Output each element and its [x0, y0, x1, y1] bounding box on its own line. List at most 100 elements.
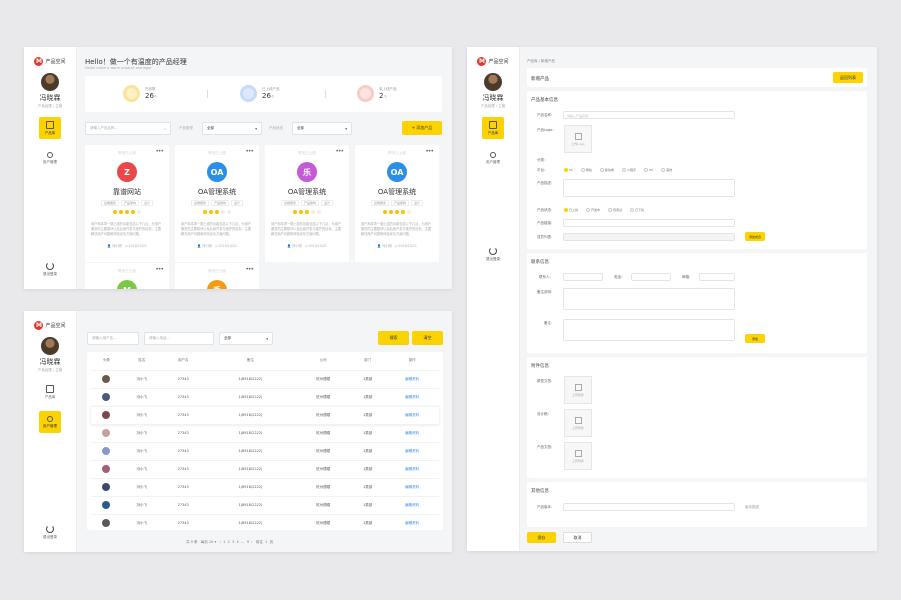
product-card[interactable]: ••• 昨天已上线 OA OA管理系统 后端服务 产品架构 设计 用户和本项一期上线的… — [175, 145, 259, 262]
table-row[interactable]: 冯小飞 27343 1(8918/2222) 杭州德帽 1类部 编辑资料 — [91, 441, 439, 460]
table-row[interactable]: 冯小飞 27343 1(8918/2222) 杭州德帽 1类部 编辑资料 — [91, 477, 439, 496]
add-contact-button[interactable]: 添加 — [745, 334, 765, 343]
more-icon[interactable]: ••• — [425, 148, 434, 155]
nav-products-label: 产品库 — [44, 394, 56, 399]
edit-link[interactable]: 编辑资料 — [405, 502, 420, 507]
cell-action: 编辑资料 — [385, 441, 439, 460]
user-search-input[interactable]: 请输入用户名... — [87, 332, 139, 345]
contact-person-input[interactable] — [563, 273, 603, 281]
product-card[interactable]: ••• 昨天已上线 乐 OA管理系统 后端服务 产品架构 设计 用户和本项一期上线的功… — [265, 145, 349, 262]
platform-option[interactable]: 移动端 — [599, 168, 614, 172]
status-option[interactable]: 已下线 — [630, 208, 644, 212]
note-textarea[interactable] — [563, 319, 735, 341]
more-icon[interactable]: ••• — [245, 266, 254, 273]
logout-button[interactable]: 退出登录 — [24, 525, 76, 540]
phone-search-input[interactable]: 请输入电话... — [144, 332, 214, 345]
nav-products[interactable]: 产品库 — [482, 117, 504, 139]
more-icon[interactable]: ••• — [335, 148, 344, 155]
product-name-input[interactable]: 请输入产品名称 — [563, 111, 735, 119]
tag: 产品架构 — [210, 200, 229, 206]
status-option[interactable]: 待测试 — [608, 208, 622, 212]
edit-link[interactable]: 编辑资料 — [405, 520, 420, 525]
platform-radio-group[interactable]: PC 网站 移动端 小程序 H5 其他 — [564, 168, 672, 172]
table-row[interactable]: 冯小飞 27343 1(8918/2222) 杭州德帽 1类部 编辑资料 — [91, 423, 439, 442]
edit-link[interactable]: 编辑资料 — [405, 466, 420, 471]
product-search-input[interactable]: 请输入产品名称... ⌕ — [85, 122, 171, 135]
doc-upload[interactable]: 上传附件 — [564, 442, 592, 470]
more-icon[interactable]: ••• — [245, 148, 254, 155]
email-input[interactable] — [699, 273, 735, 281]
cancel-button[interactable]: 取消 — [563, 532, 592, 543]
phone-input[interactable] — [631, 273, 671, 281]
nav-products[interactable]: 产品库 — [39, 381, 61, 403]
description-textarea[interactable] — [563, 179, 735, 197]
avatar[interactable] — [41, 73, 59, 91]
search-button[interactable]: 搜索 — [378, 331, 409, 345]
pagination[interactable]: 共 9 条 每页 10 ▾ ‹ 1 2 3 4 … 9 › 前往 1 页 — [186, 540, 274, 544]
stat-item: 产品数 26个 — [123, 85, 157, 102]
platform-option[interactable]: 其他 — [661, 168, 672, 172]
platform-option[interactable]: H5 — [643, 168, 653, 172]
save-button[interactable]: 保存 — [527, 532, 556, 543]
logout-button[interactable]: 退出登录 — [24, 262, 76, 277]
status-option[interactable]: 开发中 — [586, 208, 600, 212]
nav-users[interactable]: 用户管理 — [39, 411, 61, 433]
table-row[interactable]: 冯小飞 27343 1(8918/2222) 杭州德帽 1类部 编辑资料 — [91, 387, 439, 406]
prd-upload[interactable]: 上传附件 — [564, 376, 592, 404]
platform-option[interactable]: PC — [564, 168, 573, 172]
tag: 设计 — [141, 200, 154, 206]
status-option[interactable]: 已上线 — [564, 208, 578, 212]
power-icon — [489, 247, 497, 255]
filter-select[interactable]: 全部 ▾ — [219, 332, 273, 345]
table-row[interactable]: 冯小飞 27343 1(8918/2222) 杭州德帽 1类部 编辑资料 — [91, 459, 439, 478]
add-member-button[interactable]: 添加成员 — [745, 232, 765, 241]
cell-username: 27343 — [161, 477, 205, 496]
filter-status-select[interactable]: 全部 ▾ — [292, 122, 352, 135]
edit-link[interactable]: 编辑资料 — [405, 412, 420, 417]
edit-link[interactable]: 编辑资料 — [405, 484, 420, 489]
cell-action: 编辑资料 — [385, 387, 439, 406]
product-url-input[interactable] — [563, 219, 735, 227]
design-upload[interactable]: 上传附件 — [564, 409, 592, 437]
table-row[interactable]: 冯小飞 27343 1(8918/2222) 杭州德帽 1类部 编辑资料 — [91, 405, 439, 424]
add-product-button[interactable]: + 添加产品 — [402, 121, 442, 135]
radio-icon — [564, 208, 568, 212]
more-icon[interactable]: ••• — [155, 266, 164, 273]
filter-type-select[interactable]: 全部 ▾ — [202, 122, 262, 135]
nav-products[interactable]: 产品库 — [39, 117, 61, 139]
avatar[interactable] — [484, 73, 502, 91]
product-card[interactable]: ••• 昨天已上线 Z 靠谱网站 后端服务 产品架构 设计 用户和本项一期上线的功能包… — [85, 145, 169, 262]
radio-icon — [630, 208, 635, 212]
breadcrumb[interactable]: 产品库 / 新增产品 — [527, 59, 555, 63]
logout-button[interactable]: 退出登录 — [467, 247, 519, 262]
edit-link[interactable]: 编辑资料 — [405, 448, 420, 453]
table-row[interactable]: 冯小飞 27343 1(8918/2222) 杭州德帽 1类部 编辑资料 — [91, 513, 439, 532]
radio-icon — [643, 168, 648, 172]
edit-link[interactable]: 编辑资料 — [405, 430, 420, 435]
status-radio-group[interactable]: 已上线 开发中 待测试 已下线 — [564, 208, 644, 212]
table-row[interactable]: 冯小飞 27343 1(8918/2222) 杭州德帽 1类部 编辑资料 — [91, 369, 439, 388]
product-card[interactable]: ••• 昨天已上线 M — [85, 263, 169, 289]
platform-option[interactable]: 网站 — [580, 168, 592, 172]
edit-link[interactable]: 编辑资料 — [405, 394, 420, 399]
product-card[interactable]: ••• 昨天已上线 OA OA管理系统 后端服务 产品架构 设计 用户和本项一期上线的… — [355, 145, 439, 262]
avatar[interactable] — [41, 337, 59, 355]
members-input[interactable] — [563, 233, 735, 241]
logo-label: 产品Logo： — [537, 128, 556, 132]
logo-upload[interactable]: 上传Logo — [564, 125, 592, 153]
nav-users[interactable]: 用户管理 — [39, 147, 61, 169]
nav-users[interactable]: 用户管理 — [482, 147, 504, 169]
cell-name: 冯小飞 — [121, 513, 162, 532]
platform-option[interactable]: 小程序 — [621, 168, 636, 172]
product-card[interactable]: ••• 昨天已上线 手 — [175, 263, 259, 289]
more-icon[interactable]: ••• — [155, 148, 164, 155]
version-input[interactable] — [563, 503, 735, 511]
return-list-button[interactable]: 返回列表 — [833, 72, 863, 83]
edit-link[interactable]: 编辑资料 — [405, 376, 420, 381]
product-status: 昨天已上线 — [118, 151, 136, 155]
attachment-section: 附件信息 原型文档： 上传附件 设计稿： 上传附件 产品文档： 上传附件 — [527, 357, 867, 478]
remark-textarea[interactable] — [563, 288, 735, 310]
stat-label: 未上线产品 — [379, 87, 397, 91]
reset-button[interactable]: 清空 — [412, 331, 443, 345]
table-row[interactable]: 冯小飞 27343 1(8918/2222) 杭州德帽 1类部 编辑资料 — [91, 495, 439, 514]
